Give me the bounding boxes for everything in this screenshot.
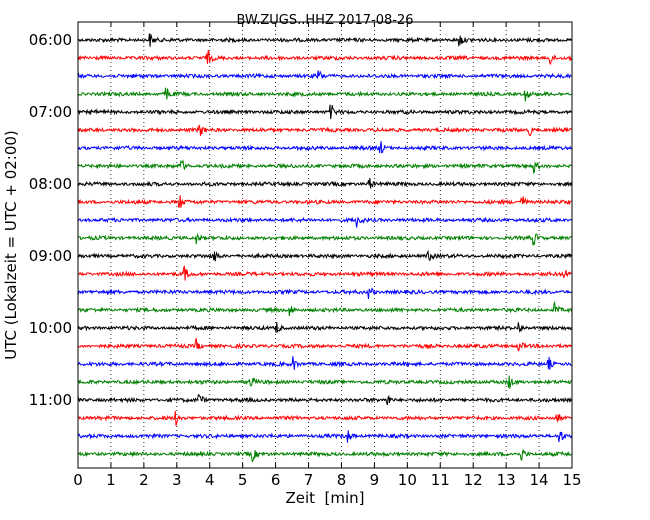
- chart-title: BW.ZUGS..HHZ 2017-08-26: [236, 13, 413, 28]
- seismic-trace: [77, 287, 572, 300]
- x-tick-label: 7: [304, 471, 314, 489]
- seismic-trace: [77, 249, 572, 262]
- seismic-trace: [77, 410, 572, 426]
- x-tick-label: 2: [139, 471, 149, 489]
- x-tick-label: 4: [205, 471, 215, 489]
- seismic-trace: [77, 50, 572, 66]
- seismic-trace: [77, 356, 572, 370]
- x-tick-label: 15: [562, 471, 581, 489]
- y-axis-label: UTC (Lokalzeit = UTC + 02:00): [2, 130, 20, 360]
- x-tick-label: 0: [73, 471, 83, 489]
- y-tick-label: 06:00: [29, 31, 72, 49]
- x-tick-label: 12: [464, 471, 483, 489]
- seismic-trace: [77, 87, 572, 102]
- seismic-trace: [77, 393, 572, 406]
- x-tick-label: 1: [106, 471, 116, 489]
- seismic-trace: [77, 265, 572, 281]
- x-tick-label: 11: [431, 471, 450, 489]
- y-tick-label: 07:00: [29, 103, 72, 121]
- x-tick-label: 6: [271, 471, 281, 489]
- seismic-trace: [77, 159, 572, 175]
- seismic-trace: [77, 430, 572, 443]
- seismic-trace: [77, 33, 572, 47]
- seismic-trace: [77, 195, 572, 208]
- seismic-trace: [77, 141, 572, 154]
- x-axis-label: Zeit [min]: [285, 489, 364, 507]
- y-tick-label: 10:00: [29, 319, 72, 337]
- seismic-trace: [77, 104, 572, 120]
- seismic-trace: [77, 177, 572, 189]
- x-tick-label: 5: [238, 471, 248, 489]
- x-tick-label: 3: [172, 471, 182, 489]
- seismic-trace: [77, 375, 572, 389]
- plot-frame: [77, 21, 573, 469]
- x-tick-label: 8: [337, 471, 347, 489]
- x-tick-label: 9: [370, 471, 380, 489]
- seismic-trace: [77, 70, 572, 80]
- x-tick-label: 10: [398, 471, 417, 489]
- seismic-trace: [77, 300, 572, 316]
- seismic-trace: [77, 124, 572, 137]
- x-tick-label: 13: [497, 471, 516, 489]
- axis-ticks: 0 1 2 3 4 5 6 7 8 9 10 11 12 13 14 1506:0007:0008:0009:…: [29, 22, 582, 489]
- seismic-trace: [77, 216, 572, 228]
- seismic-trace: [77, 337, 572, 352]
- y-tick-label: 11:00: [29, 391, 72, 409]
- seismic-trace: [77, 321, 572, 333]
- y-tick-label: 09:00: [29, 247, 72, 265]
- y-tick-label: 08:00: [29, 175, 72, 193]
- x-tick-label: 14: [530, 471, 549, 489]
- trace-series: [77, 33, 572, 463]
- seismic-trace: [77, 449, 572, 463]
- seismic-trace: [77, 232, 572, 246]
